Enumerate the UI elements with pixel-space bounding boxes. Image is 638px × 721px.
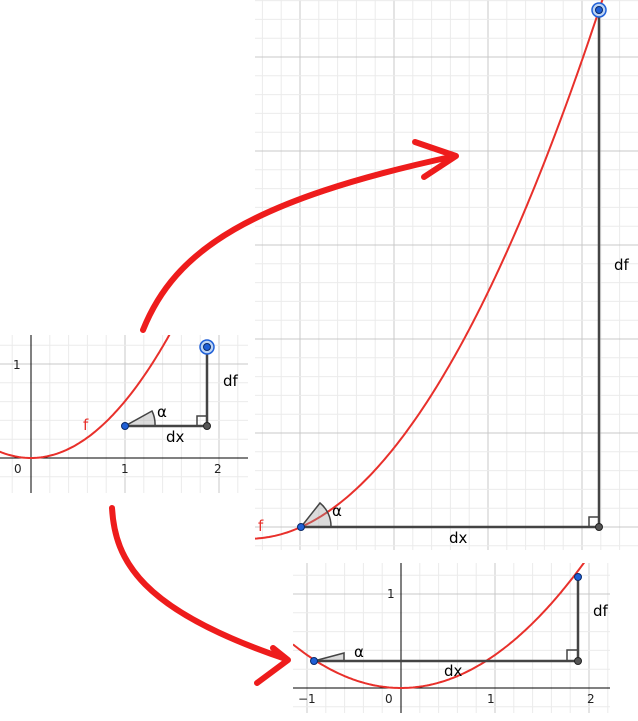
shift-y-tick-1: 1 bbox=[387, 587, 395, 601]
shift-x-tick-0: 0 bbox=[385, 692, 393, 706]
zoom-function-curve bbox=[255, 0, 604, 540]
zoom-graph-panel: f α dx df bbox=[255, 0, 638, 550]
zoom-angle-wedge bbox=[299, 501, 332, 528]
small-function-label: f bbox=[83, 416, 89, 434]
small-x-tick-0: 0 bbox=[14, 462, 22, 476]
shift-alpha-label: α bbox=[354, 643, 364, 661]
small-x-tick-1: 1 bbox=[121, 462, 129, 476]
shift-x-tick-1: 1 bbox=[487, 692, 495, 706]
shift-x-tick-2: 2 bbox=[587, 692, 595, 706]
small-x-tick-2: 2 bbox=[214, 462, 222, 476]
shift-function-curve bbox=[293, 563, 586, 689]
curved-arrow-to-zoom bbox=[140, 139, 459, 333]
zoom-base-point[interactable] bbox=[297, 523, 305, 531]
shift-x-tick-neg1: −1 bbox=[298, 692, 316, 706]
small-graph-panel: f α dx df 0 1 2 1 bbox=[0, 335, 248, 493]
small-df-label: df bbox=[223, 372, 239, 390]
curved-arrow-to-shift bbox=[109, 505, 291, 686]
zoom-dx-label: dx bbox=[449, 529, 468, 547]
shift-drag-point[interactable] bbox=[574, 573, 582, 581]
zoom-end-point bbox=[595, 523, 603, 531]
zoom-grid bbox=[255, 0, 638, 550]
zoom-alpha-label: α bbox=[332, 502, 342, 520]
small-function-curve bbox=[0, 335, 171, 459]
small-y-tick-1: 1 bbox=[13, 358, 21, 372]
shift-right-angle-marker bbox=[566, 649, 579, 662]
shift-base-point[interactable] bbox=[310, 657, 318, 665]
small-base-point[interactable] bbox=[121, 422, 129, 430]
shift-end-point bbox=[574, 657, 582, 665]
small-angle-wedge bbox=[122, 409, 156, 427]
arrowhead-zoom bbox=[412, 139, 459, 180]
small-alpha-label: α bbox=[157, 403, 167, 421]
zoom-function-label: f bbox=[258, 517, 264, 535]
small-drag-point[interactable] bbox=[203, 343, 211, 351]
small-right-angle-marker bbox=[196, 415, 208, 427]
arrowhead-shift bbox=[254, 645, 291, 686]
zoom-drag-point[interactable] bbox=[595, 6, 603, 14]
small-dx-label: dx bbox=[166, 428, 185, 446]
small-end-point bbox=[203, 422, 211, 430]
shift-df-label: df bbox=[593, 602, 609, 620]
shift-dx-label: dx bbox=[444, 662, 463, 680]
zoom-right-angle-marker bbox=[588, 516, 600, 528]
shift-grid bbox=[293, 563, 610, 713]
shift-graph-panel: α dx df −1 0 1 2 1 bbox=[293, 563, 610, 713]
zoom-df-label: df bbox=[614, 256, 630, 274]
